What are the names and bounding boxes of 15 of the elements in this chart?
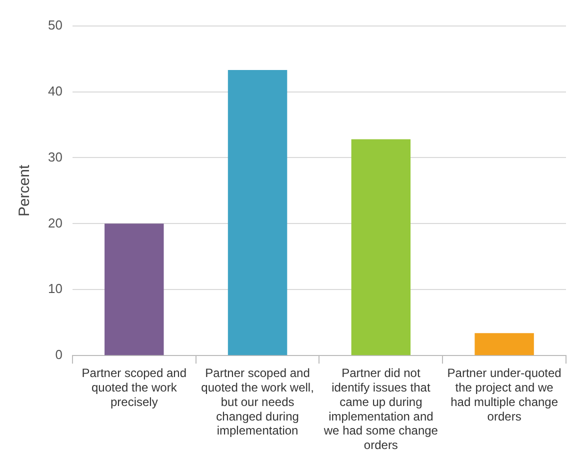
y-axis-title: Percent — [16, 164, 34, 217]
y-tick-label: 40 — [48, 83, 62, 98]
y-tick-label: 10 — [48, 281, 62, 296]
y-tick-label: 50 — [48, 17, 62, 32]
bar — [351, 139, 411, 356]
x-tick-label: Partner under-quoted the project and we had multiple change orders — [447, 366, 562, 424]
bar — [474, 333, 534, 356]
y-tick-label: 20 — [48, 215, 62, 230]
x-tick-label: Partner did not identify issues that came up during implementation and we had some change orders — [322, 366, 438, 452]
y-tick-label: 30 — [48, 149, 62, 164]
bar — [104, 224, 164, 356]
y-tick-label: 0 — [55, 347, 62, 362]
x-tick-label: Partner scoped and quoted the work well, but our needs changed during implementation — [201, 366, 314, 438]
x-tick-label: Partner scoped and quoted the work precisely — [82, 366, 187, 409]
bar — [228, 70, 288, 356]
